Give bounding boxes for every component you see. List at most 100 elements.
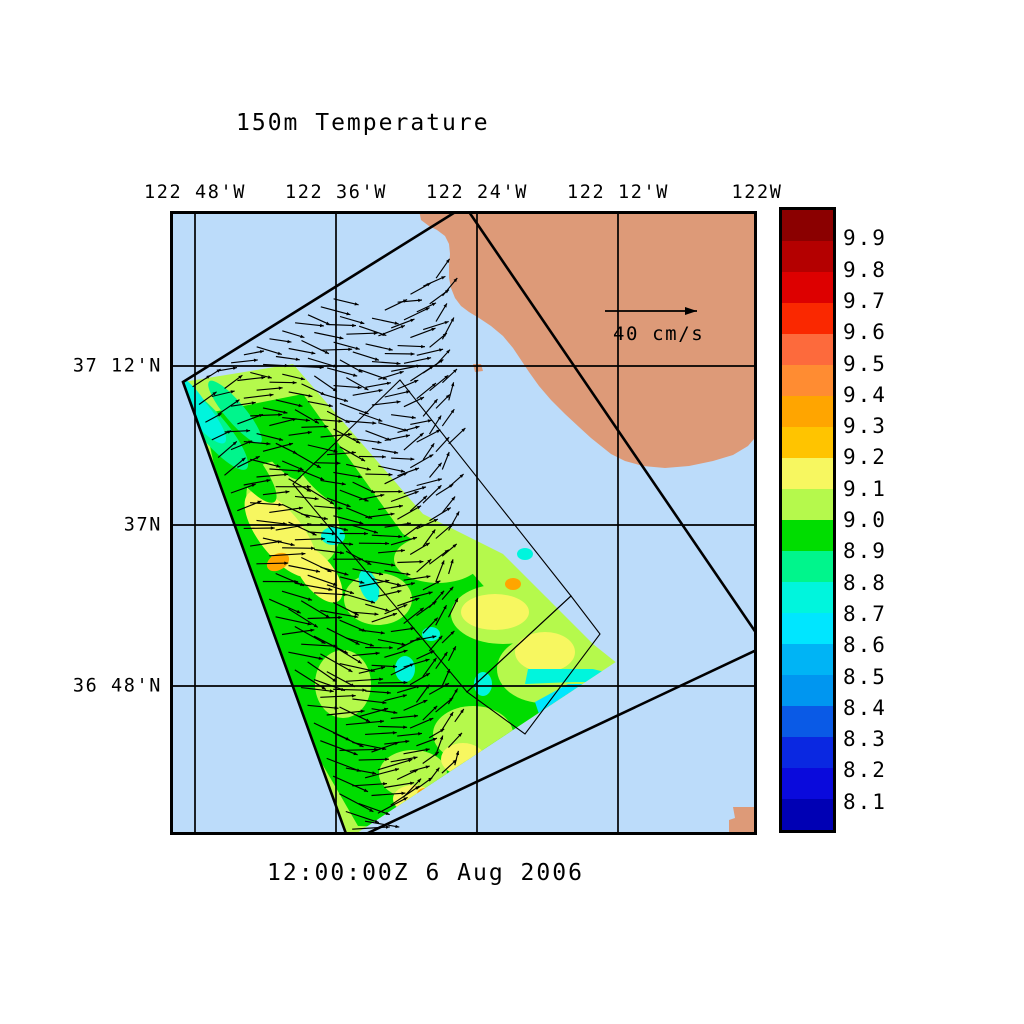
velocity-vector [307,314,331,326]
velocity-vector-head [307,597,313,601]
velocity-vector-head [354,612,359,616]
velocity-vector [333,471,363,478]
colorbar-band-8 [782,458,833,489]
velocity-vector-head [329,500,334,505]
velocity-vector [352,568,384,576]
velocity-vector [345,637,375,647]
velocity-vector-head [405,434,410,438]
velocity-vector-head [433,519,438,523]
velocity-vector [365,690,391,694]
velocity-vector-head [455,750,460,756]
velocity-vector [275,355,300,361]
velocity-vector-head [390,512,395,516]
velocity-vector [294,582,333,591]
x-tick-label-0: 122 48'W [144,182,246,203]
velocity-vector [224,430,251,433]
velocity-vector [294,538,326,541]
map-panel[interactable]: 40 cm/s [170,211,757,835]
velocity-vector [300,600,331,619]
velocity-vector [250,540,282,547]
colorbar-tick-3: 9.6 [843,320,887,345]
velocity-vector [352,438,382,444]
velocity-vector [378,324,406,337]
velocity-vector-head [395,824,400,829]
velocity-vector [301,643,338,647]
velocity-vector-head [425,748,430,752]
colorbar-tick-15: 8.4 [843,695,887,720]
velocity-vector-head [444,321,449,325]
velocity-vector [397,345,426,348]
velocity-vector-head [310,628,315,632]
velocity-vector [326,710,365,716]
velocity-vector-head [373,530,378,534]
velocity-vector-head [400,549,405,553]
velocity-vector [416,348,444,356]
x-tick-label-1: 122 36'W [285,182,387,203]
velocity-vector [377,590,402,597]
velocity-vector-head [338,615,343,620]
velocity-vector [301,383,326,396]
velocity-vector-head [410,781,415,785]
velocity-vector-head [349,542,354,546]
velocity-vector-head [351,694,356,698]
colorbar-band-3 [782,303,833,334]
velocity-vector [397,732,423,737]
velocity-vector [294,452,322,469]
southeast-land [729,807,754,832]
velocity-vector [294,625,326,645]
velocity-vector-head [321,537,326,541]
velocity-vector [378,549,405,554]
velocity-vector-head [408,758,413,763]
velocity-vector [288,651,323,660]
velocity-vector [429,374,449,392]
velocity-vector-head [385,825,390,829]
velocity-vector [384,649,408,658]
velocity-vector-head [446,349,450,354]
velocity-vector [390,715,419,719]
velocity-vector [371,361,401,365]
colorbar-band-16 [782,706,833,737]
velocity-vector-head [343,527,348,531]
velocity-vector-head [362,688,367,692]
velocity-vector [256,473,289,478]
velocity-vector-head [414,467,419,471]
velocity-vector [243,479,271,486]
velocity-vector-head [398,489,403,494]
velocity-vector [352,783,388,787]
velocity-vector-head [241,457,246,462]
velocity-vector [262,537,295,546]
velocity-vector [231,359,258,364]
velocity-vector-head [396,361,401,366]
y-tick-label-2: 36 48'N [72,675,162,697]
velocity-vector [230,401,256,407]
velocity-vector-head [356,439,361,444]
velocity-vector [320,479,346,485]
velocity-vector-head [441,276,446,280]
velocity-vector-head [443,652,448,657]
velocity-vector [307,444,338,453]
velocity-vector [422,484,442,504]
velocity-vector-head [432,657,437,662]
y-tick-label-0: 37 12'N [72,355,162,377]
velocity-vector-head [432,383,436,387]
velocity-vector [416,478,443,487]
velocity-vector [409,635,437,642]
colorbar-tick-10: 8.9 [843,539,887,564]
velocity-vector-head [453,369,457,373]
velocity-vector-head [378,389,383,393]
velocity-vector-head [276,464,281,468]
velocity-vector [378,465,406,473]
velocity-vector [339,402,369,415]
colorbar-tick-1: 9.8 [843,257,887,282]
velocity-vector [409,591,433,599]
velocity-vector-head [284,472,289,477]
velocity-vector [435,258,451,279]
velocity-vector-head [452,646,456,651]
colorbar[interactable] [779,207,836,833]
velocity-vector-head [372,421,377,425]
velocity-vector-head [366,467,371,471]
velocity-vector [365,382,392,388]
velocity-vector-head [365,718,370,722]
colorbar-tick-7: 9.2 [843,445,887,470]
